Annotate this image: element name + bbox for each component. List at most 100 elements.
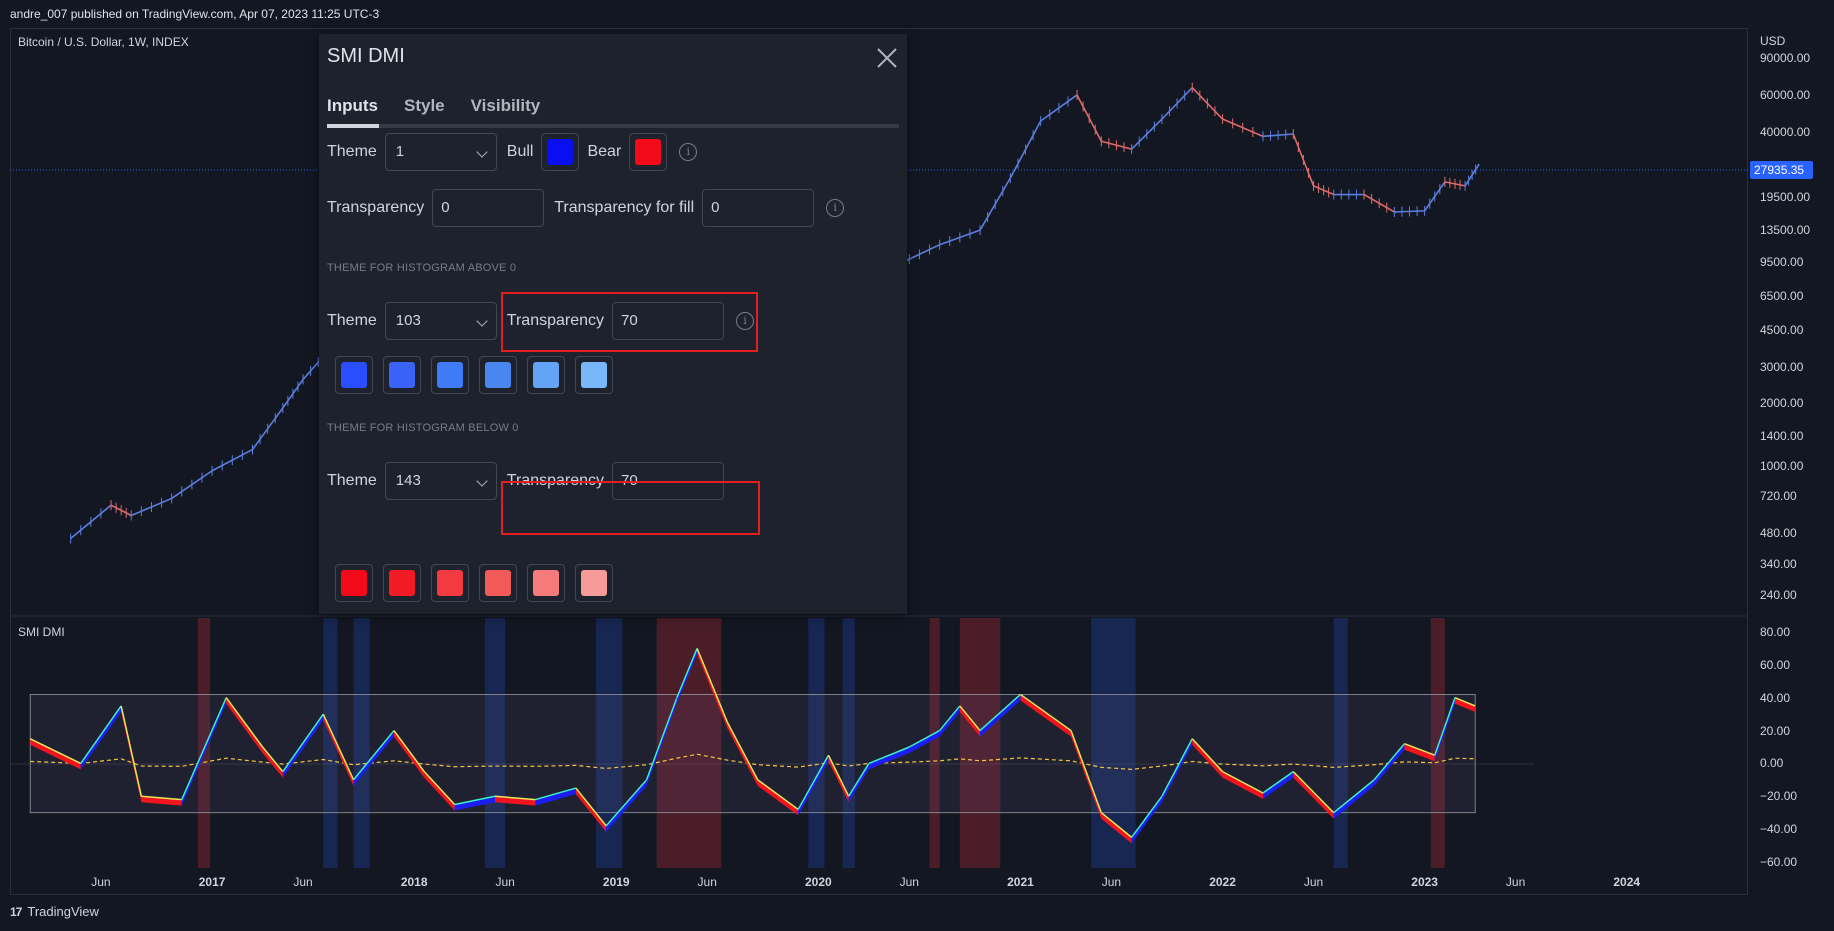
oscillator-bull-fill [868, 747, 910, 770]
theme-select[interactable]: 1 [384, 133, 497, 171]
oscillator-bull-fill [848, 763, 869, 803]
symbol-title[interactable]: Bitcoin / U.S. Dollar, 1W, INDEX [18, 35, 189, 49]
oscillator-line-segment [939, 705, 961, 732]
oscillator-bear-fill [757, 779, 799, 816]
oscillator-tick-label: 20.00 [1760, 723, 1791, 738]
above-swatch-4[interactable] [479, 356, 517, 394]
above-swatch-1[interactable] [335, 356, 373, 394]
bull-color-swatch[interactable] [541, 133, 580, 171]
bull-highlight-band [842, 618, 855, 868]
info-icon[interactable]: i [679, 143, 698, 161]
indicator-title[interactable]: SMI DMI [18, 625, 65, 639]
price-axis[interactable]: USD 90000.00 60000.00 40000.00 19500.00 1350… [1748, 28, 1834, 895]
oscillator-line-segment [696, 648, 729, 723]
oscillator-line-segment [29, 738, 82, 765]
highlight-box-below [501, 481, 760, 535]
oscillator-bear-fill [1454, 697, 1476, 712]
oscillator-bear-fill [1192, 738, 1223, 778]
bear-highlight-band [656, 618, 722, 868]
close-icon[interactable] [873, 44, 901, 72]
time-tick-label: 2020 [805, 875, 832, 889]
oscillator-bear-fill [1101, 812, 1132, 844]
oscillator-line-segment [1454, 697, 1476, 707]
price-tick-label: 1400.00 [1760, 428, 1804, 443]
dialog-tabs: Inputs Style Visibility [327, 96, 540, 124]
above-swatch-color [581, 362, 607, 388]
tab-inputs[interactable]: Inputs [327, 96, 378, 115]
oscillator-line-segment [1020, 693, 1072, 732]
above-swatch-3[interactable] [431, 356, 469, 394]
above-swatch-color [485, 362, 511, 388]
info-icon[interactable]: i [826, 199, 845, 217]
oscillator-line-segment [979, 693, 1021, 732]
price-tick-label: 4500.00 [1760, 322, 1804, 337]
time-tick-label: Jun [1505, 875, 1526, 889]
price-tick-label: 720.00 [1760, 488, 1797, 503]
price-tick-label: 2000.00 [1760, 396, 1804, 411]
oscillator-bull-fill [939, 705, 960, 737]
oscillator-bear-fill [226, 697, 263, 753]
info-icon[interactable]: i [736, 312, 755, 330]
above-swatch-color [389, 362, 415, 388]
oscillator-line-segment [423, 771, 456, 806]
above-theme-select[interactable]: 103 [384, 302, 497, 340]
chart-frame [10, 28, 1748, 895]
above-swatch-5[interactable] [527, 356, 565, 394]
below-swatch-5[interactable] [527, 564, 565, 602]
above-swatch-2[interactable] [383, 356, 421, 394]
below-swatch-color [533, 570, 559, 596]
above-theme-row: Theme 103 Transparency 70 i [327, 302, 755, 340]
footer-brand[interactable]: 17 TradingView [10, 904, 99, 919]
oscillator-line-segment [225, 697, 264, 748]
below-swatch-2[interactable] [383, 564, 421, 602]
oscillator-tick-label: −20.00 [1760, 789, 1798, 804]
oscillator-bull-fill [1374, 743, 1405, 786]
oscillator-bear-fill [959, 705, 981, 737]
below-swatch-3[interactable] [431, 564, 469, 602]
below-swatch-color [389, 570, 415, 596]
below-swatch-color [581, 570, 607, 596]
bear-color-swatch[interactable] [629, 133, 668, 171]
time-tick-label: 2019 [602, 875, 630, 889]
oscillator-bear-fill [262, 747, 283, 778]
tab-style[interactable]: Style [404, 96, 445, 115]
bear-highlight-band [959, 618, 1001, 868]
oscillator-line-segment [282, 713, 324, 773]
time-tick-label: 2023 [1411, 875, 1438, 889]
price-tick-label: 40000.00 [1760, 124, 1811, 139]
bull-label: Bull [506, 143, 534, 160]
time-tick-label: 2022 [1209, 875, 1236, 889]
above-swatch-6[interactable] [575, 356, 613, 394]
oscillator-line-segment [120, 705, 143, 797]
below-swatch-4[interactable] [479, 564, 517, 602]
price-tick-label: 9500.00 [1760, 255, 1804, 270]
oscillator-bull-fill [909, 730, 940, 753]
below-swatch-1[interactable] [335, 564, 373, 602]
oscillator-line-segment [827, 754, 850, 797]
oscillator-bull-fill [980, 694, 1021, 737]
below-theme-select[interactable]: 143 [384, 462, 497, 500]
below-swatch-6[interactable] [575, 564, 613, 602]
below-theme-label: Theme [327, 472, 377, 489]
time-tick-label: 2018 [400, 875, 428, 889]
oscillator-bull-fill [1262, 771, 1294, 799]
oscillator-line-segment [797, 754, 830, 810]
oscillator-line-segment [757, 779, 799, 811]
fill-transparency-input[interactable]: 0 [702, 189, 815, 227]
bear-highlight-band [1430, 618, 1445, 868]
bull-highlight-band [808, 618, 825, 868]
oscillator-line-segment [393, 730, 425, 773]
price-tick-label: 340.00 [1760, 556, 1797, 571]
oscillator-line-segment [1292, 771, 1335, 814]
tab-visibility[interactable]: Visibility [470, 96, 541, 115]
oscillator-layer [29, 648, 1476, 844]
price-tick-label: 60000.00 [1760, 87, 1811, 102]
oscillator-line-segment [181, 697, 227, 800]
above-transparency-input[interactable]: 70 [612, 302, 725, 340]
time-tick-label: Jun [1101, 875, 1122, 889]
transparency-input[interactable]: 0 [432, 189, 545, 227]
bear-highlight-band [197, 618, 211, 868]
oscillator-bear-fill [495, 796, 536, 806]
oscillator-line-segment [322, 713, 355, 781]
